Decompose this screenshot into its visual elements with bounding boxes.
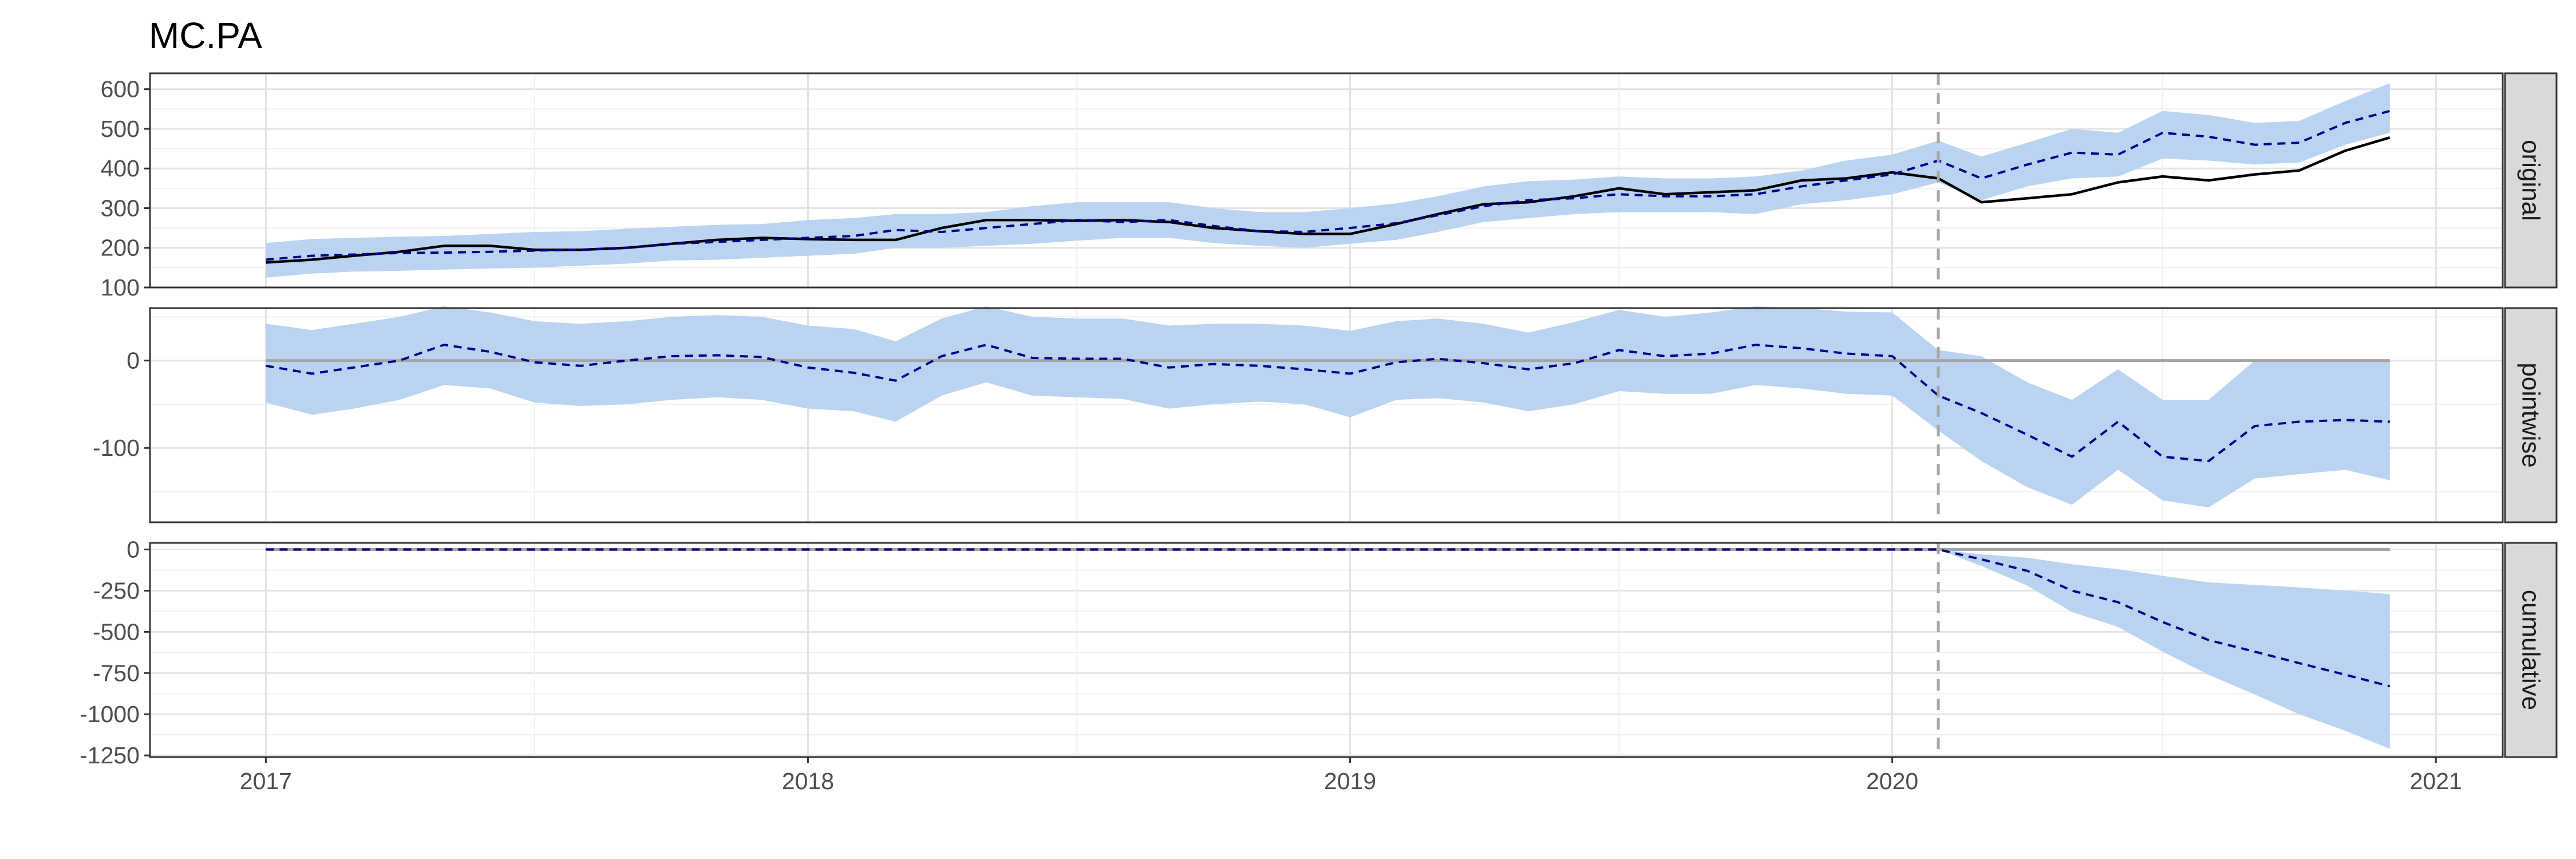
y-tick-label: 300 <box>101 195 140 221</box>
facet-strip-label: original <box>2517 140 2545 221</box>
panel-border <box>149 307 2504 523</box>
x-tick-label: 2017 <box>240 768 292 794</box>
confidence-band <box>266 83 2390 278</box>
actual-series-line <box>266 136 2391 264</box>
y-tick-label: -1250 <box>80 742 140 769</box>
facet-strip-label: cumulative <box>2517 590 2545 710</box>
y-tick-label: 0 <box>127 537 140 563</box>
y-tick-label: 600 <box>101 76 140 103</box>
x-tick-label: 2019 <box>1324 768 1376 794</box>
predicted-series-line <box>266 548 2391 688</box>
y-tick-label: -250 <box>93 577 140 604</box>
panel-original: 100 200 300 400 500 600 original <box>101 72 2558 301</box>
panel-border <box>149 542 2504 758</box>
facet-strip <box>2504 72 2558 289</box>
y-tick-label: -500 <box>93 618 140 645</box>
facet-strip-label: pointwise <box>2517 362 2545 467</box>
x-tick-label: 2018 <box>782 768 834 794</box>
x-tick-label: 2021 <box>2410 768 2462 794</box>
y-tick-label: 200 <box>101 235 140 261</box>
chart-title: MC.PA <box>149 15 262 56</box>
facet-strip <box>2504 542 2558 758</box>
x-axis: 2017 2018 2019 2020 2021 <box>240 757 2462 794</box>
panel-cumulative: -1250 -1000 -750 -500 -250 0 cumulative <box>80 537 2558 769</box>
y-tick-label: -1000 <box>80 701 140 727</box>
y-tick-label: 400 <box>101 155 140 182</box>
y-tick-label: 500 <box>101 116 140 142</box>
predicted-series-line <box>266 344 2390 463</box>
y-tick-label: -750 <box>93 660 140 686</box>
y-tick-label: 100 <box>101 274 140 301</box>
y-tick-label: -100 <box>93 435 140 461</box>
predicted-series-line <box>266 109 2391 261</box>
facet-strip <box>2504 307 2558 523</box>
confidence-band <box>266 306 2390 507</box>
x-tick-label: 2020 <box>1866 768 1918 794</box>
panel-pointwise: -100 0 pointwise <box>93 306 2558 523</box>
y-tick-label: 0 <box>127 348 140 374</box>
panel-border <box>149 72 2504 289</box>
